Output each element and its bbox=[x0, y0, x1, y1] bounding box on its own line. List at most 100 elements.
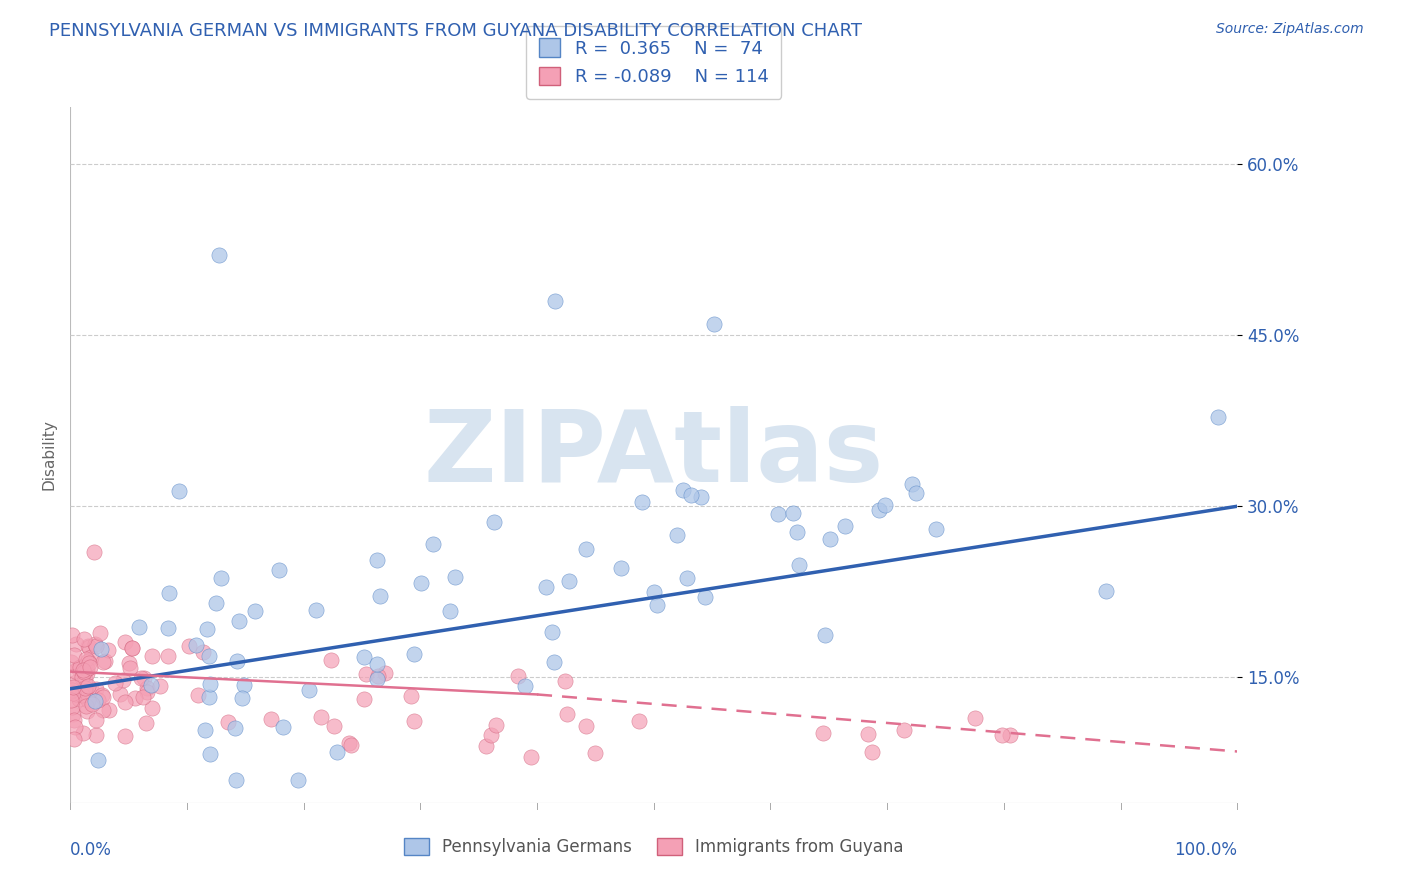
Point bbox=[63, 680, 86, 694]
Point bbox=[893, 723, 915, 737]
Point bbox=[353, 692, 375, 706]
Point bbox=[83, 637, 105, 651]
Point bbox=[60, 683, 83, 698]
Point bbox=[555, 707, 578, 722]
Text: Source: ZipAtlas.com: Source: ZipAtlas.com bbox=[1216, 22, 1364, 37]
Point bbox=[198, 690, 221, 705]
Point bbox=[136, 681, 159, 696]
Point bbox=[834, 518, 856, 533]
Point bbox=[443, 570, 465, 584]
Point bbox=[368, 589, 391, 603]
Point bbox=[79, 681, 101, 696]
Point bbox=[354, 667, 377, 681]
Point bbox=[194, 723, 217, 738]
Point bbox=[766, 508, 789, 522]
Point bbox=[76, 665, 98, 680]
Point bbox=[93, 690, 115, 704]
Point bbox=[97, 642, 120, 657]
Point bbox=[554, 673, 576, 688]
Point bbox=[169, 484, 191, 499]
Point bbox=[366, 553, 388, 567]
Point bbox=[195, 622, 218, 636]
Point bbox=[782, 506, 804, 520]
Point bbox=[402, 714, 425, 729]
Point bbox=[439, 604, 461, 618]
Point bbox=[245, 604, 267, 618]
Point bbox=[156, 621, 179, 635]
Point bbox=[963, 711, 986, 725]
Point bbox=[79, 660, 101, 674]
Point bbox=[63, 720, 86, 734]
Point bbox=[271, 720, 294, 734]
Point bbox=[70, 670, 93, 684]
Point bbox=[287, 772, 309, 787]
Point bbox=[139, 678, 162, 692]
Point bbox=[231, 690, 253, 705]
Point bbox=[309, 710, 332, 724]
Point bbox=[75, 652, 97, 666]
Point bbox=[409, 576, 432, 591]
Point bbox=[305, 603, 328, 617]
Point bbox=[70, 688, 93, 702]
Point bbox=[991, 729, 1014, 743]
Point bbox=[208, 248, 231, 262]
Point bbox=[86, 693, 108, 707]
Point bbox=[114, 695, 136, 709]
Point bbox=[676, 571, 699, 585]
Point bbox=[482, 516, 505, 530]
Point bbox=[136, 685, 159, 699]
Point bbox=[326, 745, 349, 759]
Point bbox=[75, 672, 97, 686]
Point bbox=[91, 688, 114, 702]
Point bbox=[475, 739, 498, 753]
Point bbox=[135, 716, 157, 731]
Point bbox=[374, 665, 396, 680]
Point bbox=[813, 726, 835, 740]
Point bbox=[671, 483, 693, 497]
Point bbox=[59, 693, 82, 707]
Point bbox=[690, 490, 713, 504]
Point bbox=[184, 639, 207, 653]
Point bbox=[224, 721, 246, 735]
Point bbox=[83, 694, 105, 708]
Point bbox=[114, 729, 136, 743]
Point bbox=[84, 728, 107, 742]
Point bbox=[63, 648, 86, 662]
Point bbox=[225, 772, 247, 787]
Point bbox=[91, 703, 114, 717]
Point bbox=[67, 692, 90, 706]
Point bbox=[69, 660, 91, 674]
Point bbox=[399, 690, 422, 704]
Point bbox=[814, 628, 837, 642]
Text: 100.0%: 100.0% bbox=[1174, 841, 1237, 859]
Point bbox=[76, 639, 98, 653]
Point bbox=[583, 746, 606, 760]
Point bbox=[86, 713, 108, 727]
Point bbox=[118, 657, 141, 671]
Point bbox=[77, 654, 100, 668]
Point bbox=[209, 571, 232, 585]
Point bbox=[193, 645, 215, 659]
Point bbox=[108, 687, 131, 701]
Point bbox=[260, 712, 283, 726]
Point bbox=[228, 614, 250, 628]
Point bbox=[63, 732, 86, 747]
Point bbox=[76, 704, 98, 718]
Point bbox=[77, 693, 100, 707]
Point bbox=[787, 558, 810, 572]
Point bbox=[73, 632, 96, 646]
Point bbox=[225, 654, 247, 668]
Point bbox=[269, 564, 291, 578]
Point bbox=[63, 714, 86, 728]
Point bbox=[67, 661, 90, 675]
Point bbox=[818, 532, 841, 546]
Point bbox=[232, 678, 254, 692]
Point bbox=[366, 657, 388, 671]
Point bbox=[120, 661, 142, 675]
Point bbox=[104, 675, 127, 690]
Text: ZIPAtlas: ZIPAtlas bbox=[423, 407, 884, 503]
Point bbox=[65, 687, 87, 701]
Point bbox=[575, 542, 598, 557]
Point bbox=[77, 640, 100, 654]
Point bbox=[82, 697, 104, 711]
